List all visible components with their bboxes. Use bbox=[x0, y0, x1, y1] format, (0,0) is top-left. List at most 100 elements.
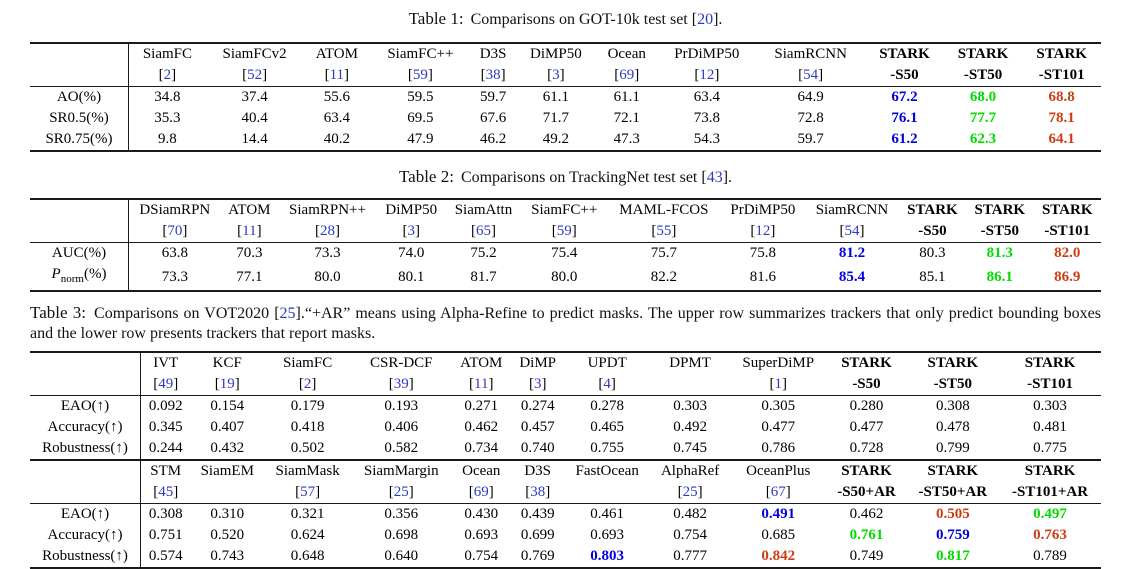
citation-link[interactable]: 38 bbox=[485, 67, 501, 83]
data-cell: 0.497 bbox=[1033, 506, 1067, 522]
data-cell: 85.1 bbox=[919, 268, 946, 285]
data-cell: 0.754 bbox=[673, 527, 707, 543]
column-cite: [57] bbox=[264, 482, 352, 504]
citation: [54] bbox=[798, 67, 824, 83]
data-cell: 59.5 bbox=[407, 89, 434, 105]
citation: [12] bbox=[694, 67, 720, 83]
table3: IVT KCF SiamFC CSR-DCF ATOM DiMP UPDT DPMT Super… bbox=[0, 351, 1131, 569]
data-cell: 0.759 bbox=[935, 527, 970, 543]
column-cite: [25] bbox=[351, 482, 452, 504]
citation-link[interactable]: 70 bbox=[167, 223, 183, 239]
column-cite: [45] bbox=[140, 482, 191, 504]
citation-link[interactable]: 11 bbox=[329, 67, 345, 83]
citation-link[interactable]: 25 bbox=[393, 484, 409, 500]
citation-link[interactable]: 11 bbox=[474, 376, 489, 392]
citation-link[interactable]: 25 bbox=[279, 305, 296, 322]
citation-link[interactable]: 11 bbox=[242, 223, 257, 239]
data-cell: 70.3 bbox=[236, 245, 263, 261]
citation-link[interactable]: 39 bbox=[393, 376, 409, 392]
data-cell: 71.7 bbox=[542, 110, 570, 126]
column-cite: [2] bbox=[128, 65, 206, 87]
column-header: STARK bbox=[841, 355, 892, 371]
data-cell: 0.092 bbox=[148, 398, 183, 414]
data-cell: 0.244 bbox=[148, 440, 183, 456]
header-row: IVT KCF SiamFC CSR-DCF ATOM DiMP UPDT DPMT Super… bbox=[30, 352, 1101, 374]
citation: [4] bbox=[598, 376, 616, 392]
data-cell: 0.477 bbox=[761, 419, 796, 435]
citation-link[interactable]: 3 bbox=[407, 223, 416, 239]
column-header: OceanPlus bbox=[730, 459, 827, 482]
citation: [55] bbox=[651, 223, 677, 239]
column-header: SiamFC++ bbox=[387, 46, 454, 62]
citation-link[interactable]: 59 bbox=[412, 67, 428, 83]
data-cell: 73.3 bbox=[161, 268, 188, 285]
citation-link[interactable]: 20 bbox=[697, 11, 714, 28]
citation-link[interactable]: 1 bbox=[774, 376, 782, 392]
data-cell: 0.356 bbox=[384, 506, 419, 522]
column-header-line2: -ST101+AR bbox=[999, 482, 1101, 504]
data-cell: 82.0 bbox=[1054, 245, 1081, 261]
citation-link[interactable]: 12 bbox=[699, 67, 715, 83]
citation: [2] bbox=[158, 67, 177, 83]
citation-link[interactable]: 49 bbox=[158, 376, 174, 392]
citation-link[interactable]: 12 bbox=[755, 223, 771, 239]
data-cell: 0.740 bbox=[520, 440, 555, 456]
caption-text: . bbox=[718, 11, 723, 28]
caption-text: .“+AR” means using Alpha-Refine to predi… bbox=[30, 305, 1101, 342]
citation-link[interactable]: 57 bbox=[300, 484, 316, 500]
citation-link[interactable]: 69 bbox=[473, 484, 489, 500]
data-cell: 0.749 bbox=[849, 548, 884, 564]
data-cell: 81.2 bbox=[838, 245, 866, 261]
citation: [11] bbox=[237, 223, 262, 239]
citation-link[interactable]: 65 bbox=[475, 223, 491, 239]
citation-link[interactable]: 59 bbox=[556, 223, 572, 239]
data-cell: 0.407 bbox=[210, 419, 245, 435]
citation-link[interactable]: 2 bbox=[303, 376, 312, 392]
column-header-line2: -S50 bbox=[865, 65, 944, 87]
data-cell: 0.582 bbox=[384, 440, 419, 456]
header-cite-row: [45] [57] [25] [69] [38] [25] [67] -S50+AR -ST50… bbox=[30, 482, 1101, 504]
data-cell: 46.2 bbox=[480, 131, 507, 147]
column-header: SiamFC++ bbox=[531, 202, 598, 218]
data-cell: 0.439 bbox=[520, 506, 555, 522]
column-header: STARK bbox=[974, 202, 1026, 218]
citation-link[interactable]: 55 bbox=[656, 223, 672, 239]
data-cell: 0.432 bbox=[210, 440, 245, 456]
column-header-line2 bbox=[564, 482, 651, 504]
column-header-line2: -ST101 bbox=[999, 374, 1101, 396]
header-cite-row: [70] [11] [28] [3] [65] [59] [55] [12] [54] -S50-… bbox=[30, 221, 1101, 243]
citation-link[interactable]: 19 bbox=[219, 376, 235, 392]
citation-link[interactable]: 2 bbox=[163, 67, 172, 83]
citation-link[interactable]: 67 bbox=[770, 484, 786, 500]
column-header: STARK bbox=[1041, 202, 1093, 218]
citation-link[interactable]: 28 bbox=[320, 223, 335, 239]
citation-link[interactable]: 54 bbox=[844, 223, 860, 239]
data-cell: 37.4 bbox=[241, 89, 268, 105]
data-cell: 14.4 bbox=[241, 131, 268, 147]
data-cell: 0.481 bbox=[1033, 419, 1067, 435]
data-cell: 0.761 bbox=[849, 527, 884, 543]
citation-link[interactable]: 38 bbox=[530, 484, 546, 500]
column-header: STARK bbox=[1036, 46, 1087, 62]
citation-link[interactable]: 54 bbox=[803, 67, 819, 83]
data-cell: 85.4 bbox=[838, 268, 866, 285]
citation-link[interactable]: 69 bbox=[619, 67, 635, 83]
row-label: Accuracy(↑) bbox=[30, 525, 141, 546]
citation: [1] bbox=[769, 376, 787, 392]
column-cite: [3] bbox=[511, 374, 565, 396]
column-header-line2: -S50 bbox=[826, 374, 907, 396]
column-cite: [59] bbox=[370, 65, 471, 87]
column-header: DiMP bbox=[519, 355, 557, 371]
citation-link[interactable]: 3 bbox=[552, 67, 560, 83]
citation-link[interactable]: 4 bbox=[603, 376, 611, 392]
citation-link[interactable]: 25 bbox=[682, 484, 698, 500]
caption-label: Table 1: bbox=[408, 9, 464, 28]
column-cite: [49] bbox=[140, 374, 191, 396]
citation-link[interactable]: 45 bbox=[158, 484, 174, 500]
citation-link[interactable]: 43 bbox=[706, 169, 723, 186]
citation-link[interactable]: 3 bbox=[533, 376, 542, 392]
caption-label: Table 2: bbox=[398, 167, 454, 186]
table-row: AO(%) 34.8 37.4 55.6 59.5 59.7 61.1 61.1 63.4 64.… bbox=[30, 86, 1101, 108]
citation-link[interactable]: 52 bbox=[247, 67, 263, 83]
